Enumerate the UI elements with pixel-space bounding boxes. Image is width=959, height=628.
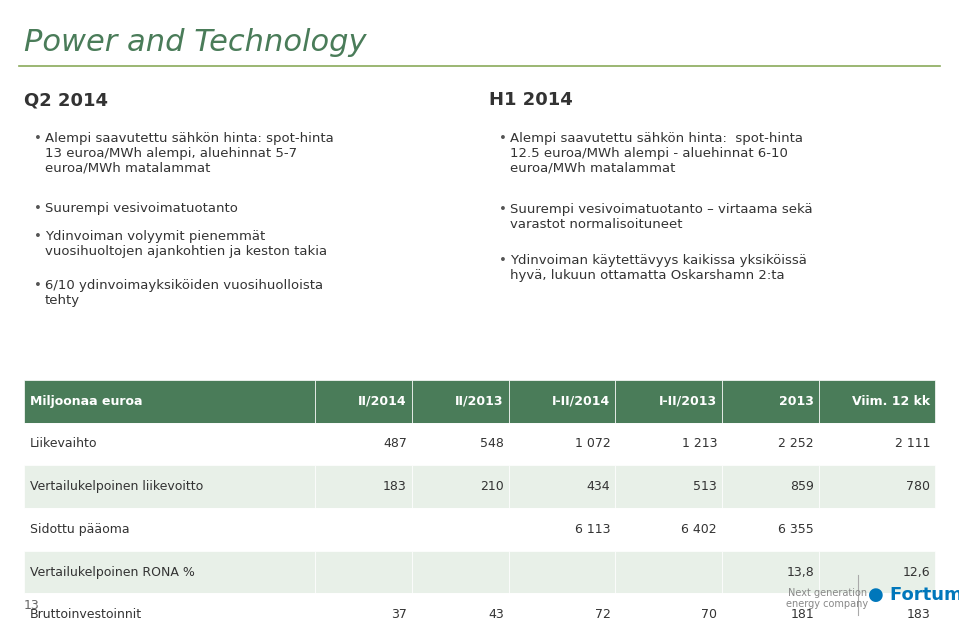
Text: I-II/2014: I-II/2014 xyxy=(552,395,610,408)
Text: Ydinvoiman käytettävyys kaikissa yksiköissä
hyvä, lukuun ottamatta Oskarshamn 2:: Ydinvoiman käytettävyys kaikissa yksiköi… xyxy=(510,254,807,283)
Text: •: • xyxy=(34,230,41,243)
Bar xyxy=(819,423,935,465)
Text: Vertailukelpoinen RONA %: Vertailukelpoinen RONA % xyxy=(30,566,195,578)
Bar xyxy=(315,551,411,593)
Bar xyxy=(411,380,508,423)
Bar xyxy=(722,508,819,551)
Text: Ydinvoiman volyymit pienemmät
vuosihuoltojen ajankohtien ja keston takia: Ydinvoiman volyymit pienemmät vuosihuolt… xyxy=(45,230,327,258)
Bar xyxy=(615,465,722,508)
Bar xyxy=(615,380,722,423)
Bar xyxy=(315,465,411,508)
Bar xyxy=(411,593,508,628)
Text: 181: 181 xyxy=(790,609,814,621)
Text: II/2014: II/2014 xyxy=(359,395,407,408)
Bar xyxy=(315,508,411,551)
Text: Power and Technology: Power and Technology xyxy=(24,28,366,57)
Text: ● Fortum: ● Fortum xyxy=(868,587,959,604)
Bar xyxy=(819,551,935,593)
Text: 548: 548 xyxy=(480,438,503,450)
Bar xyxy=(411,423,508,465)
Bar xyxy=(24,380,315,423)
Text: 780: 780 xyxy=(906,480,930,493)
Text: Suurempi vesivoimatuotanto – virtaama sekä
varastot normalisoituneet: Suurempi vesivoimatuotanto – virtaama se… xyxy=(510,203,813,232)
Text: Bruttoinvestoinnit: Bruttoinvestoinnit xyxy=(30,609,142,621)
Text: 434: 434 xyxy=(587,480,610,493)
Text: 183: 183 xyxy=(906,609,930,621)
Bar xyxy=(508,508,615,551)
Text: Sidottu pääoma: Sidottu pääoma xyxy=(30,523,129,536)
Text: H1 2014: H1 2014 xyxy=(489,91,573,109)
Bar xyxy=(508,465,615,508)
Text: 1 072: 1 072 xyxy=(574,438,610,450)
Text: 13,8: 13,8 xyxy=(786,566,814,578)
Text: 13: 13 xyxy=(24,599,39,612)
Bar xyxy=(722,423,819,465)
Text: 6 402: 6 402 xyxy=(682,523,717,536)
Bar xyxy=(24,423,315,465)
Text: I-II/2013: I-II/2013 xyxy=(659,395,717,408)
Text: 6 113: 6 113 xyxy=(574,523,610,536)
Text: Liikevaihto: Liikevaihto xyxy=(30,438,97,450)
Text: Alempi saavutettu sähkön hinta: spot-hinta
13 euroa/MWh alempi, aluehinnat 5-7
e: Alempi saavutettu sähkön hinta: spot-hin… xyxy=(45,132,334,175)
Text: 6 355: 6 355 xyxy=(778,523,814,536)
Text: 2 111: 2 111 xyxy=(895,438,930,450)
Text: 859: 859 xyxy=(790,480,814,493)
Text: 1 213: 1 213 xyxy=(682,438,717,450)
Text: 12,6: 12,6 xyxy=(902,566,930,578)
Text: Alempi saavutettu sähkön hinta:  spot-hinta
12.5 euroa/MWh alempi - aluehinnat 6: Alempi saavutettu sähkön hinta: spot-hin… xyxy=(510,132,804,175)
Bar xyxy=(315,380,411,423)
Bar xyxy=(819,593,935,628)
Text: 6/10 ydinvoimayksiköiden vuosihuolloista
tehty: 6/10 ydinvoimayksiköiden vuosihuolloista… xyxy=(45,279,323,307)
Bar xyxy=(315,593,411,628)
Text: •: • xyxy=(34,279,41,292)
Text: Miljoonaa euroa: Miljoonaa euroa xyxy=(30,395,142,408)
Bar xyxy=(615,551,722,593)
Bar xyxy=(722,465,819,508)
Text: 2 252: 2 252 xyxy=(779,438,814,450)
Text: Suurempi vesivoimatuotanto: Suurempi vesivoimatuotanto xyxy=(45,202,238,215)
Text: Next generation
energy company: Next generation energy company xyxy=(786,588,869,609)
Bar xyxy=(24,508,315,551)
Text: •: • xyxy=(499,203,506,217)
Bar xyxy=(722,551,819,593)
Bar xyxy=(819,380,935,423)
Text: Vertailukelpoinen liikevoitto: Vertailukelpoinen liikevoitto xyxy=(30,480,203,493)
Bar xyxy=(411,465,508,508)
Text: II/2013: II/2013 xyxy=(456,395,503,408)
Bar xyxy=(819,508,935,551)
Bar xyxy=(615,593,722,628)
Bar xyxy=(411,551,508,593)
Text: 70: 70 xyxy=(701,609,717,621)
Bar xyxy=(24,551,315,593)
Bar xyxy=(24,593,315,628)
Bar xyxy=(508,380,615,423)
Text: 2013: 2013 xyxy=(779,395,814,408)
Text: Viim. 12 kk: Viim. 12 kk xyxy=(853,395,930,408)
Bar xyxy=(508,593,615,628)
Bar xyxy=(722,593,819,628)
Text: 487: 487 xyxy=(383,438,407,450)
Text: •: • xyxy=(34,202,41,215)
Bar xyxy=(819,465,935,508)
Bar xyxy=(508,551,615,593)
Text: 43: 43 xyxy=(488,609,503,621)
Bar xyxy=(315,423,411,465)
Bar xyxy=(411,508,508,551)
Bar xyxy=(615,508,722,551)
Text: •: • xyxy=(499,132,506,145)
Bar xyxy=(24,465,315,508)
Bar xyxy=(722,380,819,423)
Text: 37: 37 xyxy=(391,609,407,621)
Bar xyxy=(615,423,722,465)
Text: 513: 513 xyxy=(693,480,717,493)
Text: 210: 210 xyxy=(480,480,503,493)
Text: 183: 183 xyxy=(383,480,407,493)
Text: •: • xyxy=(499,254,506,268)
Text: •: • xyxy=(34,132,41,145)
Text: Q2 2014: Q2 2014 xyxy=(24,91,108,109)
Text: 72: 72 xyxy=(595,609,610,621)
Bar xyxy=(508,423,615,465)
